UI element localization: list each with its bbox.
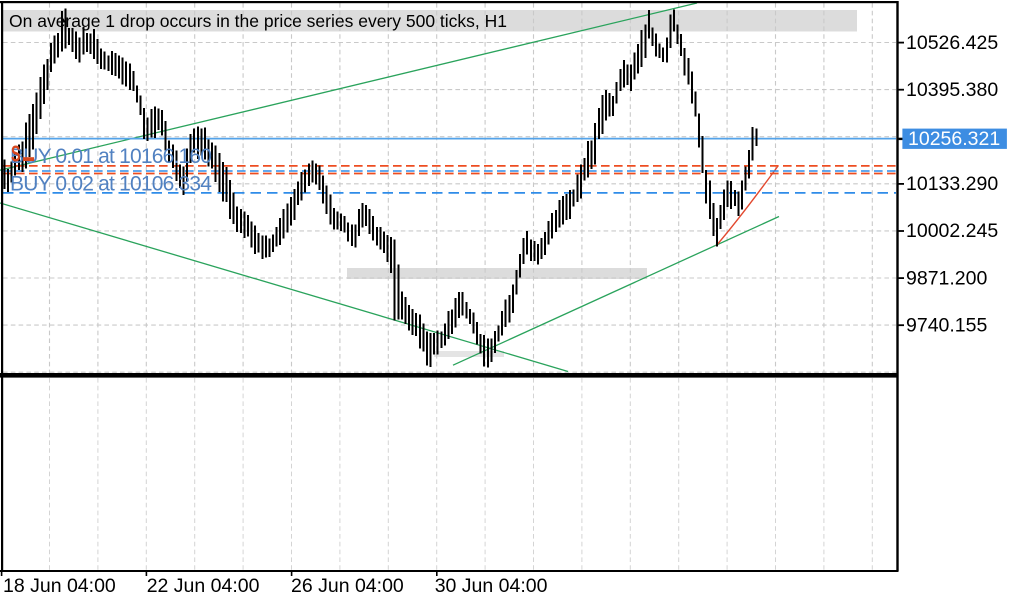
- svg-text:10002.245: 10002.245: [906, 220, 998, 242]
- svg-text:BUY 0.02 at 10106.334: BUY 0.02 at 10106.334: [10, 172, 212, 195]
- svg-text:9871.200: 9871.200: [906, 267, 987, 289]
- svg-text:On average 1 drop occurs in th: On average 1 drop occurs in the price se…: [9, 11, 507, 31]
- svg-text:9740.155: 9740.155: [906, 314, 987, 336]
- svg-text:S: S: [11, 142, 21, 167]
- svg-text:10256.321: 10256.321: [908, 128, 1000, 150]
- svg-text:10133.290: 10133.290: [906, 173, 998, 195]
- svg-text:10526.425: 10526.425: [906, 32, 998, 54]
- svg-text:10395.380: 10395.380: [906, 79, 998, 101]
- svg-text:22 Jun 04:00: 22 Jun 04:00: [147, 575, 260, 597]
- svg-text:18 Jun 04:00: 18 Jun 04:00: [3, 575, 116, 597]
- svg-text:BUY 0.01 at 10166.160: BUY 0.01 at 10166.160: [10, 145, 211, 168]
- svg-text:26 Jun 04:00: 26 Jun 04:00: [291, 575, 404, 597]
- svg-text:30 Jun 04:00: 30 Jun 04:00: [435, 575, 548, 597]
